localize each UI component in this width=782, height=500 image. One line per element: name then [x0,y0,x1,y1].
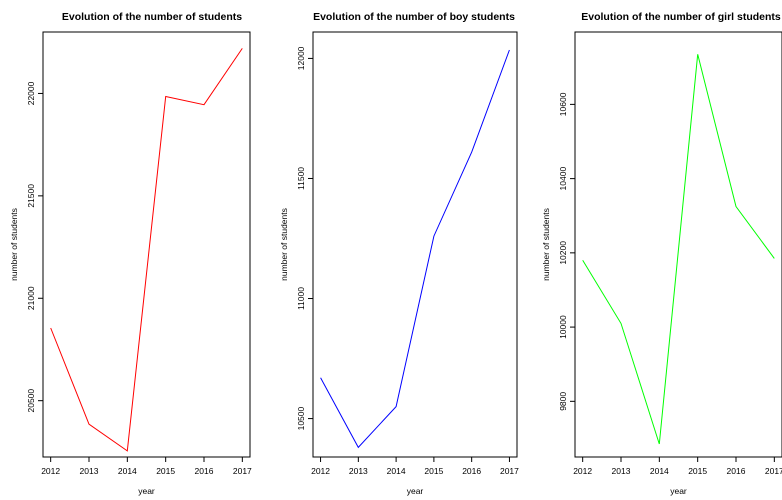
x-tick-label: 2013 [80,466,99,476]
y-axis-label: number of students [279,208,289,281]
x-tick-label: 2017 [765,466,782,476]
x-tick-label: 2013 [349,466,368,476]
plot-frame [574,31,782,458]
y-tick-label: 10400 [558,167,568,191]
y-tick-label: 9800 [558,392,568,411]
x-tick-label: 2012 [41,466,60,476]
y-tick-label: 20500 [26,389,36,413]
series-line-1 [50,48,243,452]
y-tick-label: 21000 [26,286,36,310]
x-tick-label: 2016 [462,466,481,476]
x-tick-label: 2012 [311,466,330,476]
y-tick-label: 11500 [296,167,306,190]
x-tick-label: 2017 [500,466,519,476]
y-tick-label: 10600 [558,92,568,116]
x-tick-label: 2013 [612,466,631,476]
chart-title: Evolution of the number of boy students [313,11,515,23]
chart-panel-1: Evolution of the number of students 2012 2… [9,11,252,496]
y-axis-label: number of students [541,208,551,281]
x-tick-label: 2012 [573,466,592,476]
x-axis-label: year [670,486,687,496]
x-tick-label: 2014 [118,466,137,476]
x-axis-label: year [138,486,155,496]
x-tick-label: 2015 [424,466,443,476]
x-tick-label: 2014 [650,466,669,476]
x-axis-label: year [407,486,424,496]
y-tick-label: 22000 [26,81,36,105]
x-tick-label: 2017 [233,466,252,476]
chart-panel-2: Evolution of the number of boy students 2… [279,11,519,496]
series-line-1 [582,54,775,445]
chart-title: Evolution of the number of students [62,11,242,23]
x-tick-label: 2015 [688,466,707,476]
y-axis-label: number of students [9,208,19,281]
y-tick-label: 21500 [26,184,36,208]
plot-frame [42,31,251,458]
y-tick-label: 10000 [558,315,568,339]
series-line-1 [320,49,510,449]
y-tick-label: 12000 [296,46,306,70]
x-tick-label: 2016 [727,466,746,476]
x-tick-label: 2016 [195,466,214,476]
x-tick-label: 2015 [156,466,175,476]
y-tick-label: 10200 [558,241,568,265]
chart-title: Evolution of the number of girl students [581,11,781,23]
x-tick-label: 2014 [387,466,406,476]
y-tick-label: 11000 [296,287,306,310]
y-tick-label: 10500 [296,406,306,430]
plot-frame [312,31,518,458]
chart-panel-3: Evolution of the number of girl students… [541,11,782,496]
